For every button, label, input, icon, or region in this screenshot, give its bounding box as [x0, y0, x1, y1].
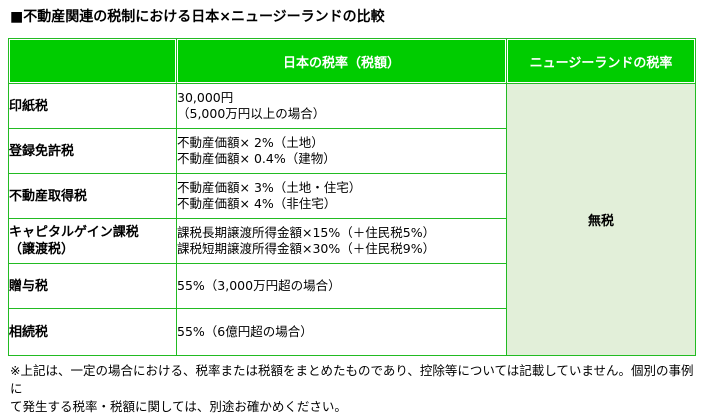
japan-rate-cell: 不動産価額× 3%（土地・住宅） 不動産価額× 4%（非住宅） — [176, 173, 507, 219]
tax-name: 不動産取得税 — [9, 188, 88, 204]
japan-rate-line: 不動産価額× 3%（土地・住宅） — [177, 180, 362, 195]
table-row: 登録免許税 不動産価額× 2%（土地） 不動産価額× 0.4%（建物） — [8, 128, 696, 174]
tax-name: 印紙税 — [9, 98, 49, 114]
tax-name-cell: 贈与税 — [8, 263, 177, 309]
tax-name-cell: キャピタルゲイン課税 （譲渡税） — [8, 218, 177, 264]
tax-name-cell: 相続税 — [8, 308, 177, 356]
japan-rate-line: 課税短期譲渡所得金額×30%（＋住民税9%） — [177, 241, 436, 256]
tax-name-cell: 印紙税 — [8, 83, 177, 129]
table-row: 印紙税 30,000円 （5,000万円以上の場合） 無税 — [8, 83, 696, 356]
japan-rate-line: 30,000円 — [177, 90, 234, 105]
table-row: キャピタルゲイン課税 （譲渡税） 課税長期譲渡所得金額×15%（＋住民税5%） … — [8, 218, 696, 264]
japan-rate-cell: 課税長期譲渡所得金額×15%（＋住民税5%） 課税短期譲渡所得金額×30%（＋住… — [176, 218, 507, 264]
japan-rate-cell: 不動産価額× 2%（土地） 不動産価額× 0.4%（建物） — [176, 128, 507, 174]
japan-rate-line: 不動産価額× 4%（非住宅） — [177, 196, 337, 211]
header-tax-type — [8, 38, 177, 84]
japan-rate-cell: 55%（3,000万円超の場合） — [176, 263, 507, 309]
tax-name: キャピタルゲイン課税 — [9, 225, 139, 240]
japan-rate-line: 不動産価額× 2%（土地） — [177, 135, 324, 150]
japan-rate-line: （5,000万円以上の場合） — [177, 106, 326, 121]
tax-name: 登録免許税 — [9, 143, 75, 159]
nz-rate-value: 無税 — [587, 214, 614, 229]
page-title: ■不動産関連の税制における日本×ニュージーランドの比較 — [10, 9, 385, 25]
header-japan-rate: 日本の税率（税額） — [176, 38, 507, 84]
tax-name: 贈与税 — [9, 278, 49, 294]
japan-rate-line: 55%（6億円超の場合） — [177, 324, 313, 339]
japan-rate-line: 不動産価額× 0.4%（建物） — [177, 151, 336, 166]
table-header-row: 日本の税率（税額） ニュージーランドの税率 — [8, 38, 696, 84]
tax-name-cell: 不動産取得税 — [8, 173, 177, 219]
table-row: 不動産取得税 不動産価額× 3%（土地・住宅） 不動産価額× 4%（非住宅） — [8, 173, 696, 219]
footnote-line: て発生する税率・税額に関しては、別途お確かめください。 — [10, 399, 347, 414]
table-row: 贈与税 55%（3,000万円超の場合） — [8, 263, 696, 309]
footnote-line: ※上記は、一定の場合における、税率または税額をまとめたものであり、控除等について… — [10, 363, 694, 396]
japan-rate-line: 課税長期譲渡所得金額×15%（＋住民税5%） — [177, 225, 436, 240]
tax-comparison-table: 日本の税率（税額） ニュージーランドの税率 印紙税 30,000円 （5,000… — [8, 38, 696, 356]
japan-rate-cell: 55%（6億円超の場合） — [176, 308, 507, 356]
footnote: ※上記は、一定の場合における、税率または税額をまとめたものであり、控除等について… — [10, 362, 700, 416]
tax-name-sub: （譲渡税） — [9, 242, 75, 257]
table-row: 相続税 55%（6億円超の場合） — [8, 308, 696, 356]
nz-rate-cell: 無税 — [506, 83, 696, 356]
tax-name-cell: 登録免許税 — [8, 128, 177, 174]
japan-rate-cell: 30,000円 （5,000万円以上の場合） — [176, 83, 507, 129]
tax-name: 相続税 — [9, 324, 49, 340]
japan-rate-line: 55%（3,000万円超の場合） — [177, 278, 341, 293]
header-nz-rate: ニュージーランドの税率 — [506, 38, 696, 84]
